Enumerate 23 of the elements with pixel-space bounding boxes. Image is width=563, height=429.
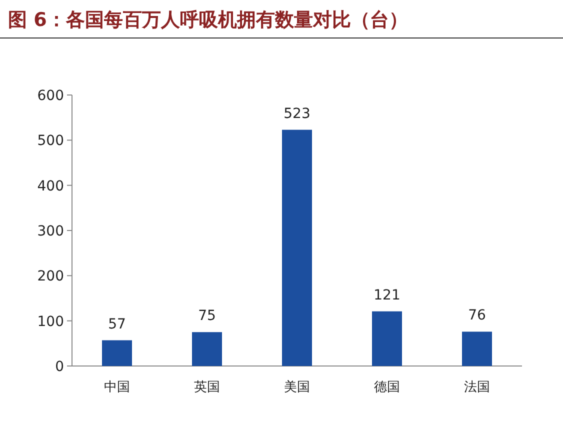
data-label: 57 xyxy=(108,316,126,332)
bar xyxy=(462,332,492,366)
chart-title: 图 6：各国每百万人呼吸机拥有数量对比（台） xyxy=(8,9,408,31)
y-tick-label: 600 xyxy=(37,88,64,104)
x-tick-label: 德国 xyxy=(374,380,400,395)
x-tick-label: 英国 xyxy=(194,380,220,395)
bar xyxy=(102,340,132,366)
x-tick-label: 法国 xyxy=(464,380,490,395)
y-tick-label: 200 xyxy=(37,268,64,285)
y-tick-label: 100 xyxy=(37,314,64,330)
y-tick-label: 500 xyxy=(37,133,64,150)
x-tick-label: 中国 xyxy=(104,380,130,395)
bar xyxy=(372,311,402,366)
y-tick-label: 300 xyxy=(37,224,64,240)
data-label: 523 xyxy=(284,106,310,122)
y-tick-label: 0 xyxy=(55,359,64,375)
data-label: 121 xyxy=(374,287,400,304)
data-label: 76 xyxy=(468,308,486,324)
bar xyxy=(192,332,222,366)
bar xyxy=(282,130,312,366)
data-label: 75 xyxy=(198,308,216,324)
y-tick-label: 400 xyxy=(37,178,64,194)
x-tick-label: 美国 xyxy=(284,379,310,395)
